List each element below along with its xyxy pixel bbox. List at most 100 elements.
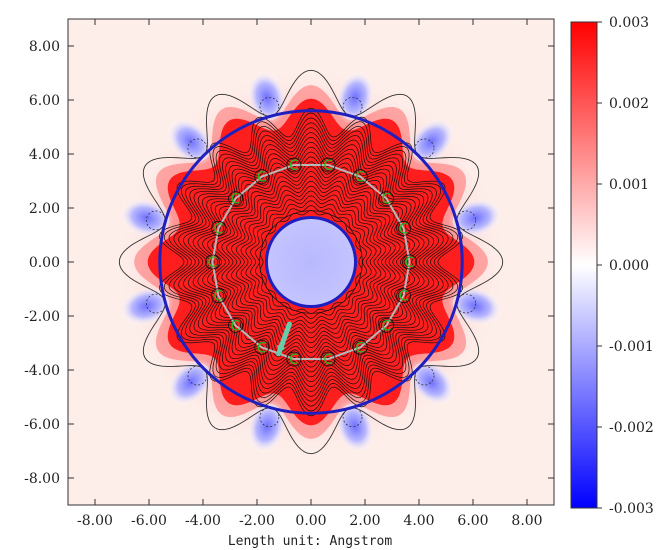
atom-label: C xyxy=(231,192,241,208)
contour-line xyxy=(240,190,382,334)
contour-line xyxy=(231,180,391,344)
contour-line xyxy=(202,151,420,373)
arrow-head xyxy=(277,344,286,354)
contour-line xyxy=(159,107,463,417)
x-tick-label: -6.00 xyxy=(131,513,167,529)
atom-label: C xyxy=(382,318,392,334)
x-tick-label: 4.00 xyxy=(403,513,434,529)
x-tick-label: 8.00 xyxy=(511,513,542,529)
atom-label: C xyxy=(382,192,392,208)
contour-line xyxy=(259,210,363,314)
x-tick-label: -2.00 xyxy=(239,513,275,529)
y-tick-label: -8.00 xyxy=(24,471,60,487)
y-tick-label: -6.00 xyxy=(24,417,60,433)
central-hole xyxy=(266,217,356,307)
colorbar-gradient xyxy=(570,21,598,509)
colorbar-ticks: 0.003 0.002 0.001 0.000 -0.001 -0.002 -0.003 xyxy=(597,15,654,517)
contour-line xyxy=(226,176,396,348)
contour-lines xyxy=(118,69,504,455)
contour-line xyxy=(187,136,435,388)
colorbar: 0.003 0.002 0.001 0.000 -0.001 -0.002 -0.003 xyxy=(570,15,654,517)
atom-label: C xyxy=(208,255,218,271)
atom-contour xyxy=(402,254,417,270)
outer-boundary xyxy=(158,109,464,415)
atom-contour xyxy=(352,339,368,355)
atom-label: C xyxy=(257,170,267,186)
colorbar-tick-label: -0.002 xyxy=(609,420,654,436)
y-tick-label: 6.00 xyxy=(29,93,60,109)
atom-label: C xyxy=(289,352,299,368)
x-tick-label: -4.00 xyxy=(185,513,221,529)
contour-line xyxy=(235,185,387,339)
atom-label: C xyxy=(399,221,409,237)
contour-line xyxy=(168,117,454,407)
colorbar-tick-label: 0.001 xyxy=(609,177,649,193)
colorbar-tick-label: -0.001 xyxy=(609,339,654,355)
contour-line xyxy=(211,161,411,363)
colorbar-tick-label: 0.002 xyxy=(609,96,649,112)
atom-contour xyxy=(210,220,226,236)
atom-contour xyxy=(286,157,302,173)
atom-label: C xyxy=(289,158,299,174)
y-tick-label: 2.00 xyxy=(29,201,60,217)
negative-contour xyxy=(259,96,280,117)
boundary-circles xyxy=(158,109,464,415)
annotation-arrow xyxy=(276,321,292,357)
atom-contour xyxy=(396,288,412,304)
contour-line xyxy=(183,132,439,392)
y-axis: 8.00 6.00 4.00 2.00 0.00 -2.00 -4.00 -6.00 -8.00 xyxy=(24,39,554,487)
contour-line xyxy=(163,112,459,412)
contour-line xyxy=(197,146,425,378)
atom-label: C xyxy=(323,158,333,174)
inner-boundary xyxy=(264,215,358,309)
contour-line xyxy=(173,122,449,402)
atom-contour xyxy=(379,317,394,333)
atom-contour xyxy=(396,220,412,236)
negative-lobe xyxy=(407,118,455,166)
atom-label: C xyxy=(323,352,333,368)
y-tick-label: -2.00 xyxy=(24,309,60,325)
atom-contour xyxy=(352,169,368,185)
atom-contour xyxy=(228,317,243,333)
contour-line xyxy=(192,141,430,383)
x-tick-label: 6.00 xyxy=(457,513,488,529)
colorbar-tick-label: 0.000 xyxy=(609,258,649,274)
colorbar-tick-label: -0.003 xyxy=(609,501,654,517)
charge-density-field xyxy=(113,64,509,460)
atom-contour xyxy=(205,254,220,270)
atom-contour xyxy=(320,157,336,173)
contour-line xyxy=(221,171,401,353)
contour-line xyxy=(207,156,415,368)
contour-line xyxy=(259,210,363,314)
contour-line xyxy=(178,127,444,397)
contour-line xyxy=(250,200,372,324)
atom-label: C xyxy=(399,289,409,305)
atom-label: C xyxy=(231,318,241,334)
atom-contour xyxy=(210,288,226,304)
x-axis: -8.00 -6.00 -4.00 -2.00 0.00 2.00 4.00 6.00 8.00 xyxy=(77,19,543,529)
atom-contour xyxy=(228,191,243,207)
atom-contour xyxy=(320,351,336,367)
contour-line xyxy=(216,166,406,358)
atom-label: C xyxy=(257,340,267,356)
colorbar-tick-label: 0.003 xyxy=(609,15,649,31)
y-tick-label: 4.00 xyxy=(29,147,60,163)
negative-lobe xyxy=(167,358,215,406)
x-axis-title: Length unit: Angstrom xyxy=(228,534,393,549)
atom-label: C xyxy=(405,255,415,271)
x-tick-label: 0.00 xyxy=(295,513,326,529)
atom-label: C xyxy=(355,340,365,356)
atom-label: C xyxy=(355,170,365,186)
carbon-bonds xyxy=(211,163,411,361)
y-tick-label: 0.00 xyxy=(29,255,60,271)
atom-label: C xyxy=(214,289,224,305)
negative-lobe xyxy=(407,358,455,406)
negative-contour xyxy=(342,96,363,117)
y-tick-label: -4.00 xyxy=(24,363,60,379)
atom-contour xyxy=(254,339,270,355)
contour-outer xyxy=(118,69,504,455)
x-tick-label: 2.00 xyxy=(349,513,380,529)
atom-contour xyxy=(379,191,394,207)
